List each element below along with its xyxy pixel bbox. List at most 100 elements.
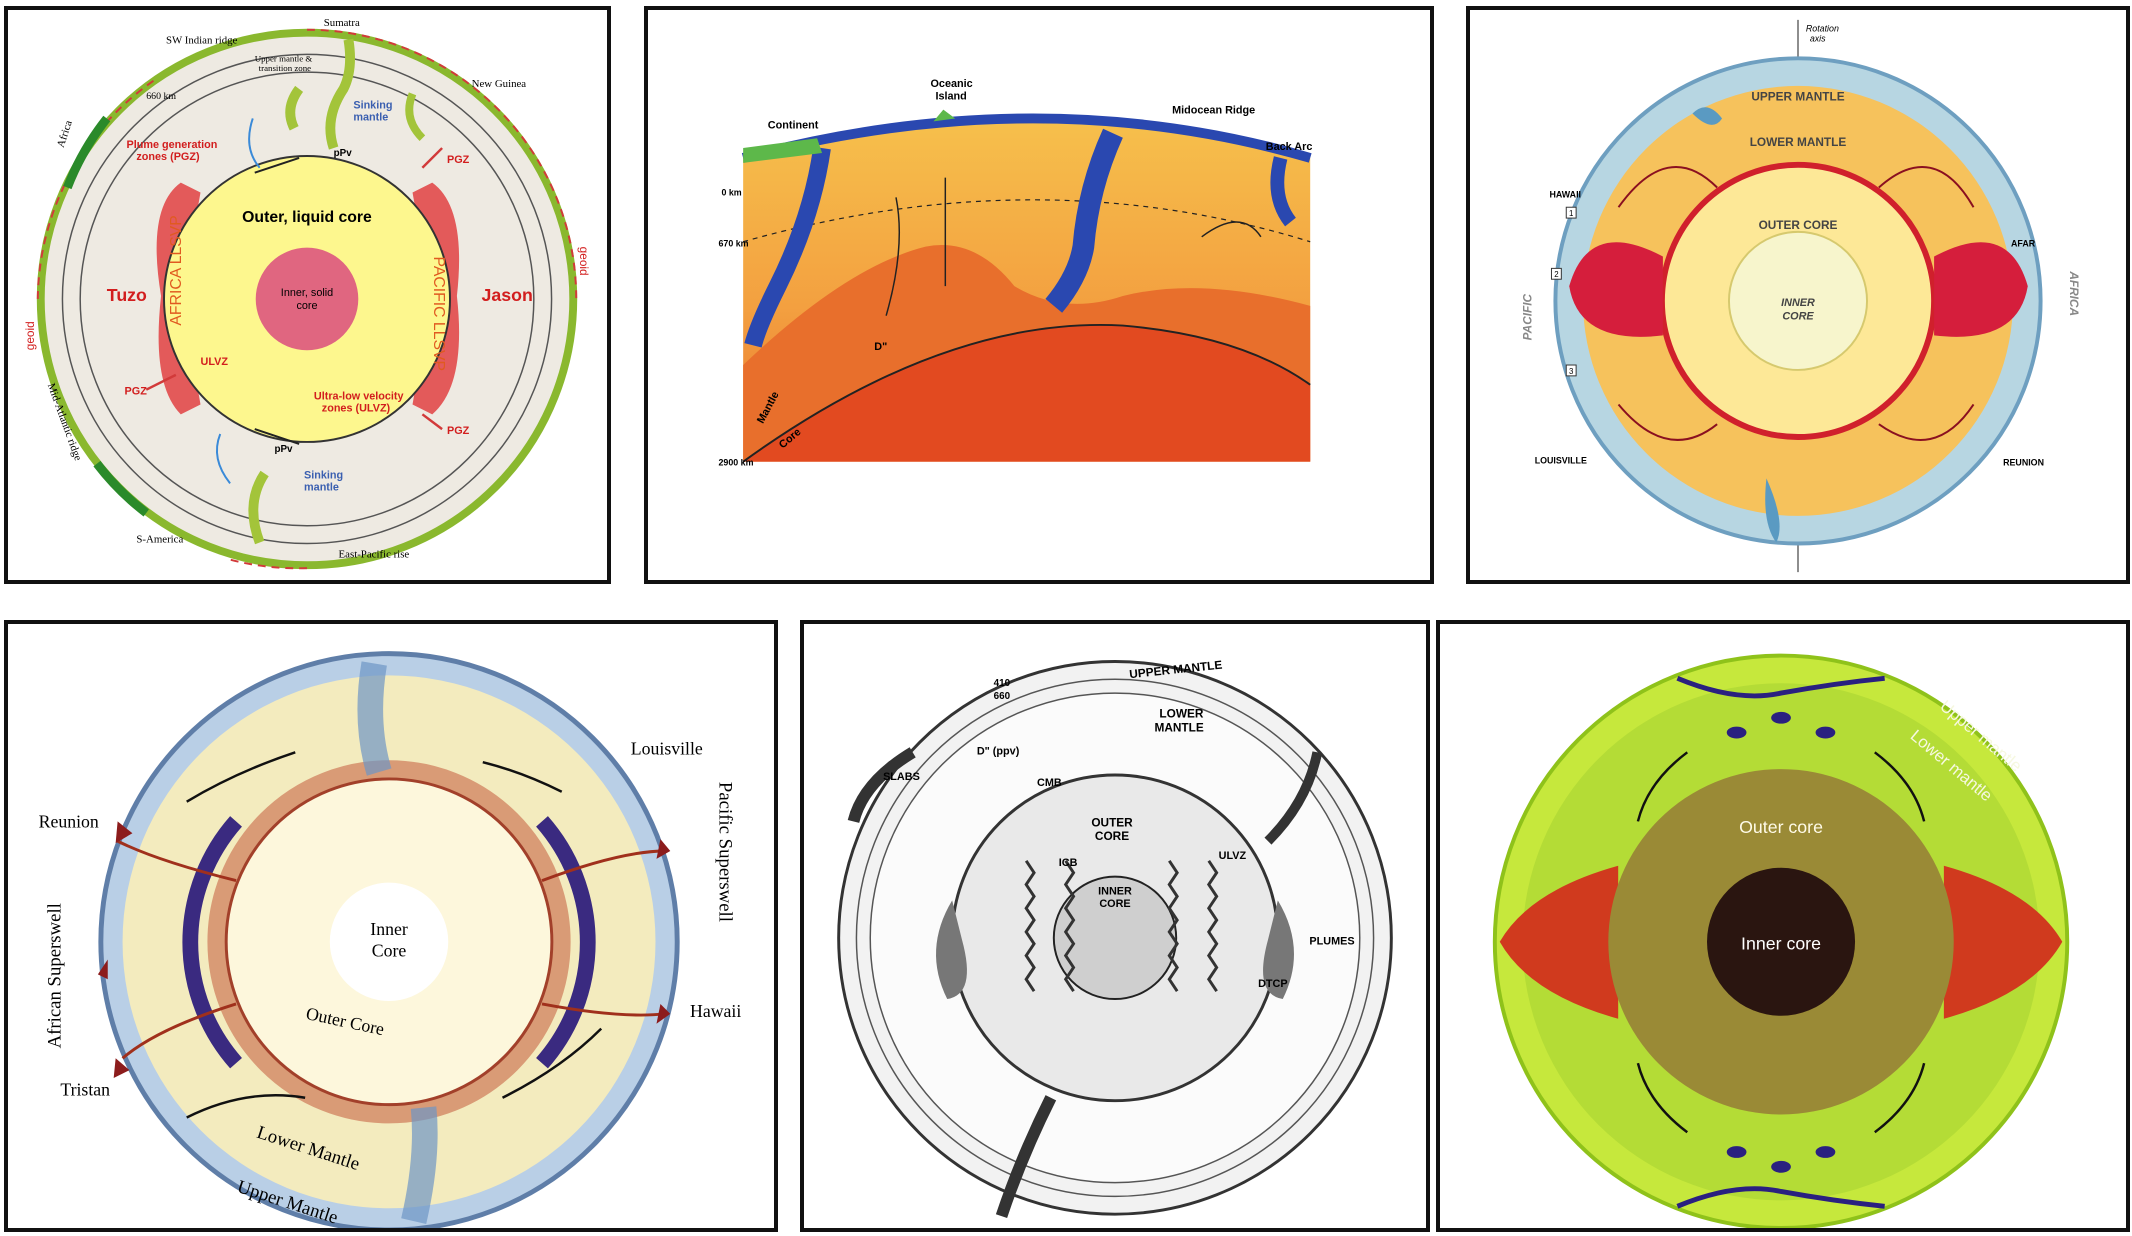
slab-right — [1264, 751, 1323, 845]
slab-bottom — [401, 1106, 438, 1224]
outer-core-label-2: CORE — [1095, 829, 1129, 843]
plume-sources-svg: Rotation axis UPPER MANTLE LOWER MANTLE … — [1521, 19, 2081, 573]
depth-0-label: 0 km — [721, 187, 741, 197]
outer-core-label: Outer core — [1739, 817, 1823, 837]
sinking-slab-top-2 — [285, 85, 304, 131]
marker-3-box — [1565, 364, 1577, 377]
sinking-mantle-bottom-2: mantle — [304, 481, 339, 493]
marker-3: 3 — [1569, 367, 1574, 376]
oceanic-island-label-1: Oceanic — [931, 78, 973, 90]
pgz-arrow-br — [421, 413, 443, 431]
sinking-mantle-top-2: mantle — [353, 111, 388, 123]
conduit-hawaii — [541, 1002, 666, 1017]
back-arc-label: Back Arc — [1266, 141, 1313, 153]
upper-mantle-label: Upper mantle & — [255, 53, 313, 63]
blob-bottom-2 — [1771, 1160, 1791, 1173]
core-mantle-boundary — [742, 323, 1311, 463]
hotspot-african — [97, 959, 108, 980]
slabs-label: SLABS — [883, 771, 920, 783]
african-superswell-label: African Superswell — [44, 903, 65, 1048]
slab-top-left — [1692, 107, 1723, 125]
sinking-slab-top — [325, 38, 355, 150]
panel-cross-section: Continent Oceanic Island Midocean Ridge … — [644, 6, 1434, 584]
right-plume-region — [1943, 865, 2063, 1019]
lower-mantle-label-2: MANTLE — [1154, 721, 1203, 735]
pgz-arrow-tr — [421, 147, 443, 169]
tuzo-label: Tuzo — [107, 285, 147, 305]
core-region — [743, 324, 1311, 462]
slab-top — [357, 661, 392, 776]
louisville-label: LOUISVILLE — [1535, 456, 1587, 466]
conduit-reunion — [1878, 403, 1975, 441]
depth-660-label: 660 km — [146, 91, 176, 102]
pacific-llsvp-label: PACIFIC LLSVP — [430, 257, 447, 371]
geoid-dashed-bottom — [224, 557, 308, 570]
convection-arrow — [1201, 221, 1262, 238]
sinking-mantle-top-1: Sinking — [353, 100, 392, 112]
blob-bottom-1 — [1726, 1146, 1747, 1158]
flow-arrow-tr — [1874, 751, 1926, 822]
hawaii-label: HAWAII — [1549, 189, 1581, 199]
depth-670-label: 670 km — [718, 239, 748, 249]
flow-arrow-tr — [482, 760, 563, 793]
pgz-label-tr: PGZ — [447, 154, 470, 166]
conduit-hawaii — [1617, 165, 1718, 208]
marker-1: 1 — [1569, 209, 1573, 218]
upper-mantle-label: UPPER MANTLE — [1751, 90, 1844, 104]
inner-core-label-2: CORE — [1099, 898, 1130, 910]
green-structure-svg: Upper mantle Lower mantle Outer core Inn… — [1492, 653, 2070, 1228]
d-ppv-label: D" (ppv) — [977, 745, 1020, 757]
place-east-pacific: East-Pacific rise — [339, 548, 410, 560]
geoid-label-left: geoid — [23, 321, 37, 350]
wave-2 — [1063, 860, 1076, 992]
sinking-slab-bottom — [248, 470, 269, 545]
slab-bottom — [995, 1095, 1057, 1219]
continent-shape — [743, 138, 823, 163]
depth-410-label: 410 — [994, 678, 1011, 689]
inner-core — [1727, 230, 1869, 371]
africa-label: AFRICA — [2067, 270, 2081, 316]
cross-section-svg: Continent Oceanic Island Midocean Ridge … — [718, 78, 1313, 468]
pacific-llsvp-band — [536, 816, 596, 1069]
flow-arrow-br — [1874, 1062, 1926, 1134]
sinking-mantle-bottom-1: Sinking — [304, 469, 343, 481]
inner-core-label-2: Core — [372, 941, 407, 961]
flow-arrow-bl — [186, 1094, 306, 1119]
subducting-slab-left — [744, 146, 831, 348]
blob-top-2 — [1771, 711, 1791, 724]
midocean-ridge-label: Midocean Ridge — [1172, 105, 1255, 117]
grayscale-structure-svg: UPPER MANTLE 410 660 LOWER MANTLE D" (pp… — [837, 658, 1393, 1219]
marker-1-box — [1565, 206, 1577, 219]
subducting-slab-right — [1270, 156, 1297, 227]
inner-core-label: Inner core — [1741, 934, 1821, 954]
reunion-label: REUNION — [2003, 458, 2044, 468]
outer-core-label: Outer, liquid core — [242, 209, 372, 226]
pgz-arrow-bl — [145, 373, 177, 391]
dtcp-label: DTCP — [1258, 978, 1288, 990]
ulvz-label: ULVZ — [1219, 850, 1247, 862]
lower-mantle-label-1: LOWER — [1159, 707, 1203, 721]
flow-arrow-bl — [1636, 1062, 1689, 1134]
d-double-prime-label: D" — [874, 341, 887, 353]
pgz-title-2: zones (PGZ) — [136, 151, 200, 163]
slab-bottom — [1765, 478, 1780, 543]
africa-continent — [63, 115, 111, 190]
s-america-continent — [93, 460, 149, 517]
reunion-label: Reunion — [39, 811, 99, 831]
icb-label: ICB — [1059, 857, 1078, 869]
sinking-arrow-bottom — [216, 433, 231, 484]
place-sumatra: Sumatra — [324, 17, 360, 29]
depth-2900-label: 2900 km — [718, 458, 753, 468]
pacific-label: PACIFIC — [1521, 293, 1535, 340]
flow-arrow-tl — [186, 751, 296, 803]
jason-label: Jason — [482, 285, 533, 305]
660-km-line — [79, 71, 535, 527]
oceanic-island-label-2: Island — [935, 91, 966, 103]
ulvz-label: ULVZ — [201, 356, 229, 368]
pacific-plume-head — [1569, 242, 1663, 337]
410-line — [855, 678, 1375, 1198]
place-new-guinea: New Guinea — [472, 78, 527, 90]
inner-core-label-1: Inner, solid — [281, 287, 333, 299]
plume-right — [1263, 900, 1294, 1000]
pgz-label-bl: PGZ — [125, 386, 148, 398]
